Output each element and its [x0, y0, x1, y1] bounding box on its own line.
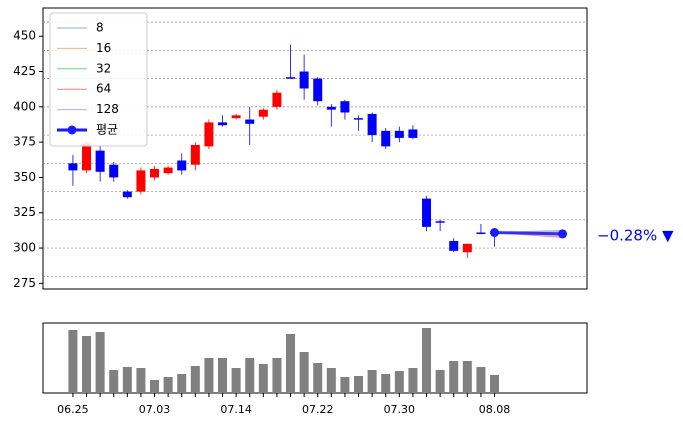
legend-label: 16 [96, 41, 111, 55]
volume-bar [394, 371, 404, 393]
volume-bar [272, 358, 282, 393]
volume-bar [163, 377, 173, 393]
volume-bar [313, 363, 323, 393]
candle-body [476, 232, 486, 235]
candle-body [150, 168, 160, 178]
forecast-marker [558, 229, 568, 239]
candle-body [136, 170, 146, 192]
volume-bar [340, 377, 350, 393]
volume-bar [422, 328, 432, 393]
candle-body [299, 71, 309, 89]
candle-body [326, 106, 336, 110]
x-tick-label: 06.25 [57, 403, 89, 416]
volume-bar [177, 374, 187, 393]
legend-marker [67, 125, 77, 135]
candle-body [381, 130, 391, 147]
volume-bar [109, 370, 119, 393]
volume-bar [218, 358, 228, 393]
volume-bar [95, 332, 105, 393]
candle-body [367, 113, 377, 136]
volume-bar [68, 330, 78, 393]
candle-body [177, 160, 187, 171]
legend-label: 32 [96, 61, 111, 75]
volume-bar [490, 375, 500, 393]
forecast-line [494, 231, 563, 236]
candle-body [231, 115, 241, 119]
x-tick-label: 07.03 [139, 403, 171, 416]
candle-body [435, 221, 445, 223]
x-tick-label: 08.08 [479, 403, 511, 416]
volume-bar [82, 336, 92, 393]
volume-bar [286, 334, 296, 393]
candle-body [258, 109, 268, 117]
forecast-marker [490, 228, 500, 238]
forecast-label: −0.28% ▼ [597, 227, 674, 245]
legend-label: 64 [96, 82, 111, 96]
volume-bar [150, 380, 160, 393]
volume-bar [190, 366, 200, 393]
candle-body [122, 191, 132, 198]
legend-box [49, 12, 148, 147]
volume-bar [449, 361, 459, 393]
volume-bar [136, 368, 146, 393]
candle-body [245, 119, 255, 124]
volume-bar [435, 370, 445, 393]
legend-label: 8 [96, 21, 104, 35]
legend-label: 128 [96, 102, 119, 116]
volume-bar [408, 368, 418, 393]
volume-bar [476, 367, 486, 393]
y-tick-label: 450 [13, 29, 36, 43]
candle-body [462, 243, 472, 253]
y-tick-label: 325 [13, 205, 36, 219]
candle-body [449, 240, 459, 251]
candle-body [340, 101, 350, 113]
candle-body [272, 92, 282, 107]
volume-bar [258, 364, 268, 393]
y-tick-label: 350 [13, 170, 36, 184]
volume-bar [122, 367, 132, 393]
candle-body [313, 78, 323, 102]
volume-bar [326, 368, 336, 393]
volume-bar [367, 370, 377, 393]
x-tick-label: 07.30 [384, 403, 416, 416]
candle-body [82, 143, 92, 171]
y-tick-label: 425 [13, 64, 36, 78]
candle-body [68, 163, 78, 171]
plot-frame [42, 7, 588, 290]
candle-body [204, 122, 214, 147]
candle-body [354, 118, 364, 120]
candle-body [286, 77, 296, 79]
legend-label: 평균 [96, 123, 118, 137]
candle-body [109, 164, 119, 178]
candle-body [218, 122, 228, 126]
candle-body [422, 198, 432, 227]
candle-body [163, 167, 173, 174]
x-tick-label: 07.22 [302, 403, 334, 416]
candle-body [408, 129, 418, 138]
candle-body [190, 144, 200, 165]
candle-body [95, 150, 105, 172]
y-tick-label: 275 [13, 276, 36, 290]
volume-bar [354, 376, 364, 393]
volume-bar [381, 374, 391, 393]
y-tick-label: 400 [13, 99, 36, 113]
volume-bar [231, 368, 241, 393]
volume-bar [299, 352, 309, 393]
candle-body [394, 130, 404, 138]
volume-bar [245, 358, 255, 393]
volume-bar [204, 358, 214, 393]
y-tick-label: 300 [13, 241, 36, 255]
x-tick-label: 07.14 [220, 403, 252, 416]
y-tick-label: 375 [13, 135, 36, 149]
volume-bar [462, 361, 472, 393]
